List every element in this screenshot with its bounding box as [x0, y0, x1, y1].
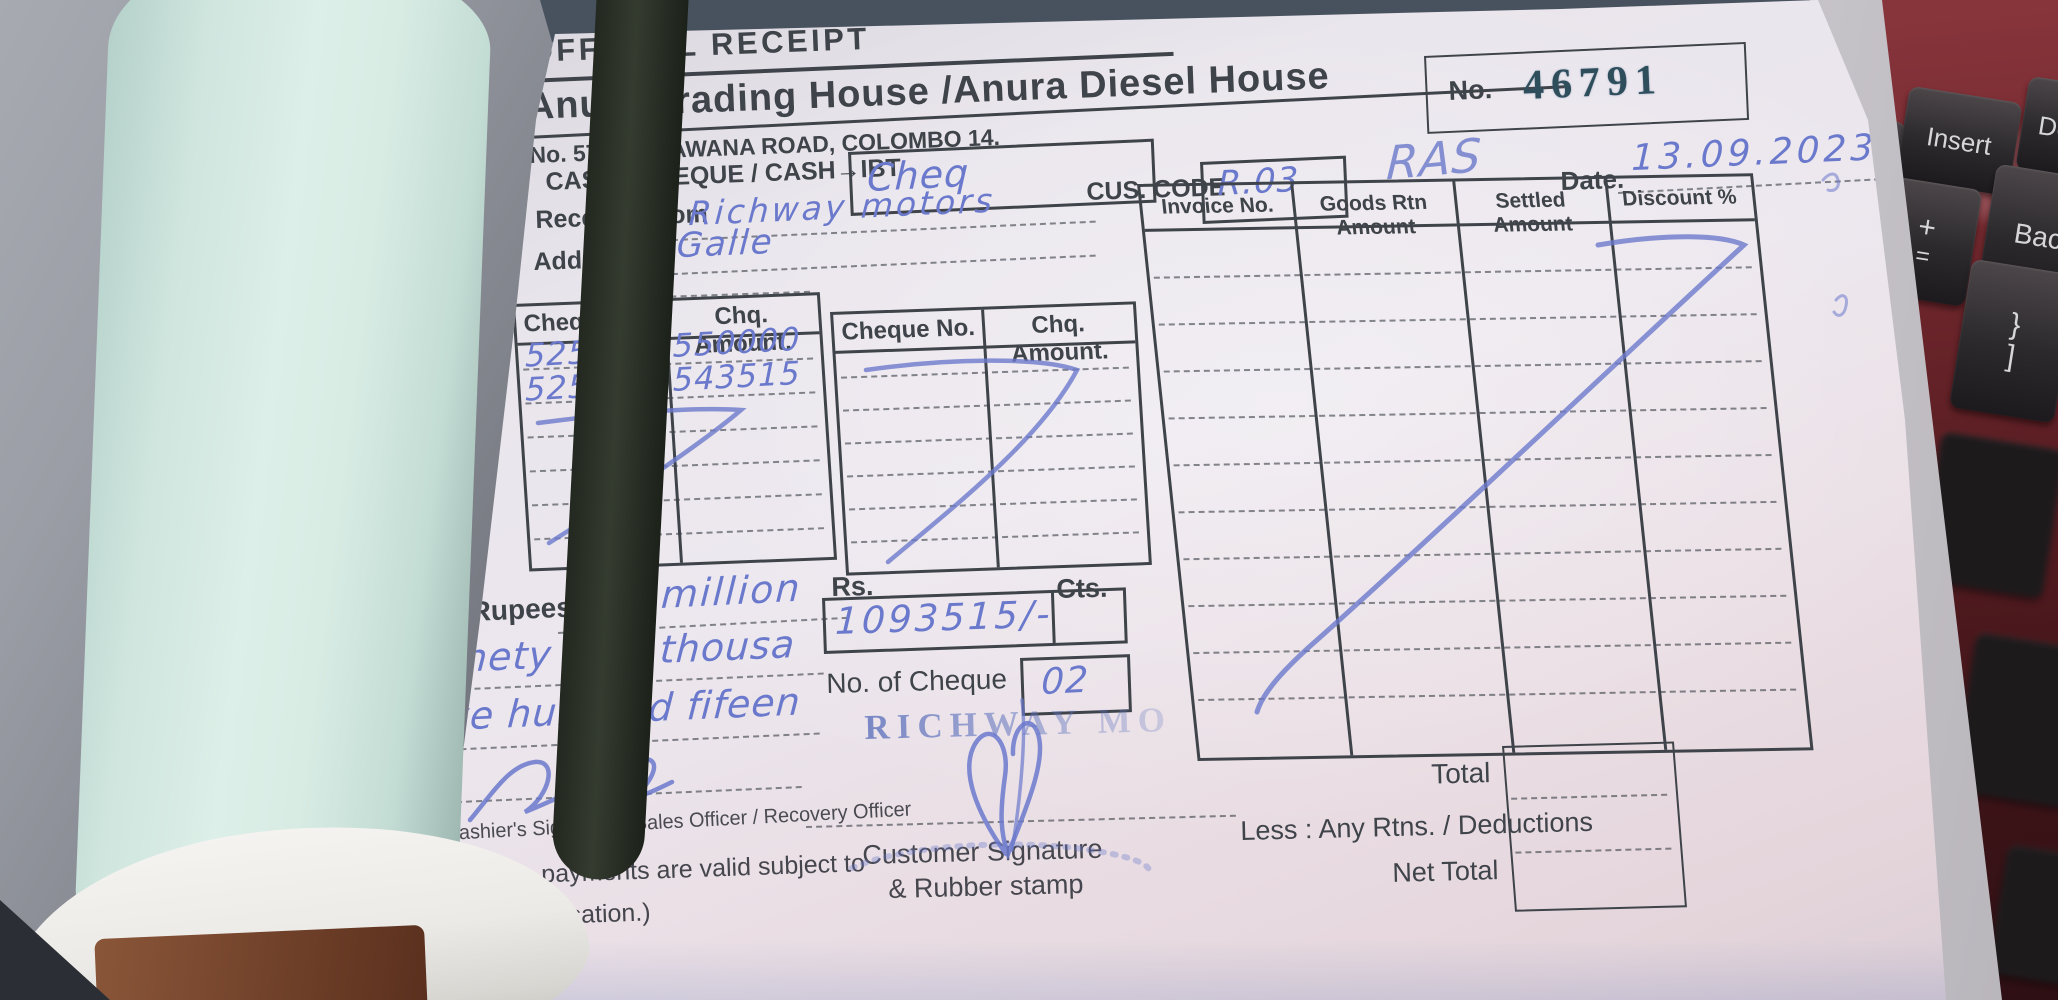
col-header-chq-amount: Chq. Amount.	[1010, 310, 1110, 368]
row-line	[1183, 547, 1782, 561]
key-label: +	[1915, 209, 1939, 246]
key-delete: Dele	[2015, 75, 2058, 183]
richway-stamp-text: RICHWAY MO	[864, 699, 1173, 747]
col-header-invoice-no: Invoice No.	[1160, 193, 1275, 219]
address-value: Galle	[675, 221, 775, 267]
col-header-settled: Settled Amount	[1492, 188, 1574, 237]
receipt-no-value: 46791	[1522, 56, 1664, 109]
invoice-table: Invoice No. Goods Rtn Amount Settled Amo…	[1137, 173, 1814, 762]
row-line	[1188, 594, 1787, 608]
wooden-block	[94, 924, 428, 1000]
cheque-amount-cell: 543515	[672, 353, 801, 399]
totals-divider	[1515, 847, 1672, 854]
column-divider	[1290, 184, 1353, 756]
row-line	[1158, 313, 1757, 326]
totals-box	[1502, 741, 1687, 912]
col-header-discount: Discount %	[1621, 185, 1738, 211]
no-of-cheque-value: 02	[1040, 659, 1090, 704]
key-label: }	[2008, 307, 2024, 342]
row-line	[1173, 453, 1772, 467]
date-value: 13.09.2023	[1630, 127, 1878, 180]
cashier-signature-label: Cashier's Signature / Sales Officer / Re…	[444, 797, 912, 845]
col-header-goods-rtn: Goods Rtn Amount	[1318, 190, 1429, 240]
key-label-secondary: ]	[2003, 339, 2018, 374]
col-header-cheque-no: Cheque No.	[840, 313, 976, 346]
net-total-label: Net Total	[1391, 855, 1499, 888]
row-line	[1193, 641, 1792, 655]
row-line	[1198, 688, 1797, 702]
cheque-table-blank: Cheque No. Chq. Amount.	[830, 301, 1152, 576]
customer-signature-label: Customer Signature	[862, 833, 1103, 870]
column-divider	[1604, 178, 1667, 750]
amount-value: 1093515/-	[834, 592, 1054, 644]
row-line	[1163, 360, 1762, 373]
key-label: Dele	[2036, 110, 2058, 148]
pen-mark-edge	[1832, 294, 1848, 317]
key-unlabeled	[1988, 844, 2058, 986]
receipt-no-label: No.	[1448, 74, 1493, 106]
row-line	[1168, 407, 1767, 420]
pen-mark-small	[494, 318, 505, 347]
row-line	[1153, 266, 1752, 279]
key-label-secondary: =	[1913, 241, 1932, 271]
key-label: Back	[2011, 217, 2058, 258]
column-divider	[1452, 181, 1515, 753]
cheque-table-filled: Cheque No. Chq. Amount. 525730 550000 52…	[512, 292, 838, 572]
rubber-stamp-label: & Rubber stamp	[888, 868, 1084, 904]
row-line	[1178, 500, 1777, 514]
totals-divider	[1511, 793, 1668, 800]
key-label: Insert	[1924, 121, 1994, 161]
no-of-cheque-label: No. of Cheque	[826, 663, 1008, 699]
total-label: Total	[1430, 757, 1491, 790]
